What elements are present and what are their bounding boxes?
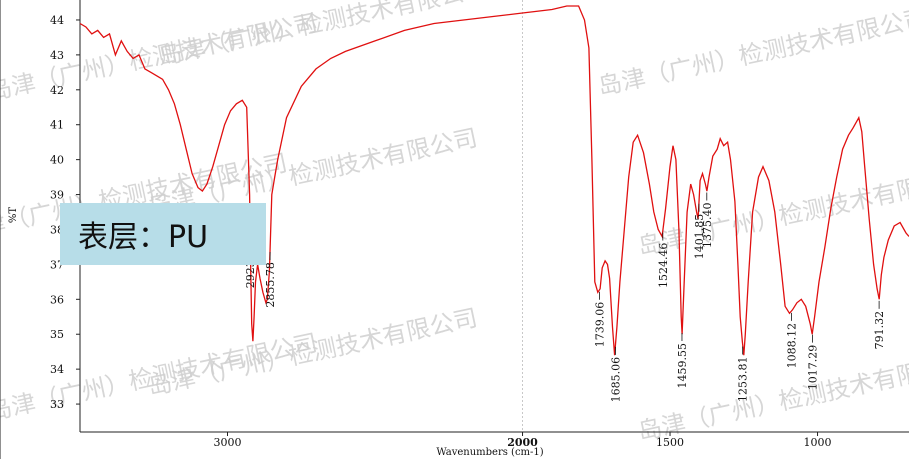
- y-tick-label: 40: [50, 154, 64, 167]
- y-tick-label: 42: [50, 84, 64, 97]
- x-axis-title: Wavenumbers (cm-1): [436, 447, 543, 458]
- peak-label: 2855.78: [264, 262, 277, 308]
- y-tick-label: 33: [50, 398, 64, 411]
- watermark-text: 岛津（广州）检测技术有限公司: [145, 304, 479, 401]
- y-tick-label: 36: [50, 293, 64, 306]
- peak-labels: 2923.27 2855.781739.061685.061524.461459.…: [244, 192, 886, 403]
- peak-label: 1739.06: [594, 302, 607, 348]
- peak-label: 1088.12: [786, 323, 799, 369]
- sample-label: 表层：PU: [78, 220, 209, 255]
- y-tick-label: 43: [50, 49, 64, 62]
- peak-label: 1524.46: [657, 243, 670, 289]
- spectrum-series: [79, 5, 909, 356]
- peak-label: 791.32: [873, 311, 886, 350]
- y-tick-label: 41: [50, 119, 64, 132]
- sample-label-box: 表层：PU: [60, 203, 266, 265]
- x-tick-label: 1500: [656, 436, 684, 449]
- x-tick-label: 2000: [507, 436, 538, 449]
- spectrum-line: [79, 5, 909, 356]
- peak-label: 1459.55: [676, 343, 689, 389]
- peak-label: 1401.85: [693, 214, 706, 260]
- y-tick-label: 35: [50, 328, 64, 341]
- watermark-text: 岛津（广州）检测技术有限公司: [155, 0, 489, 71]
- peak-label: 1253.81: [737, 357, 750, 403]
- y-tick-label: 39: [50, 189, 64, 202]
- y-tick-label: 44: [50, 14, 64, 27]
- y-tick-label: 34: [50, 363, 64, 376]
- peak-label: 1685.06: [609, 357, 622, 403]
- watermark-text: 岛津（广州）检测技术有限公司: [595, 4, 909, 101]
- x-tick-label: 3000: [214, 436, 242, 449]
- x-tick-label: 1000: [804, 436, 832, 449]
- peak-label: 1375.40: [701, 203, 714, 249]
- y-axis-title: %T: [8, 207, 19, 224]
- peak-label: 1017.29: [806, 345, 819, 391]
